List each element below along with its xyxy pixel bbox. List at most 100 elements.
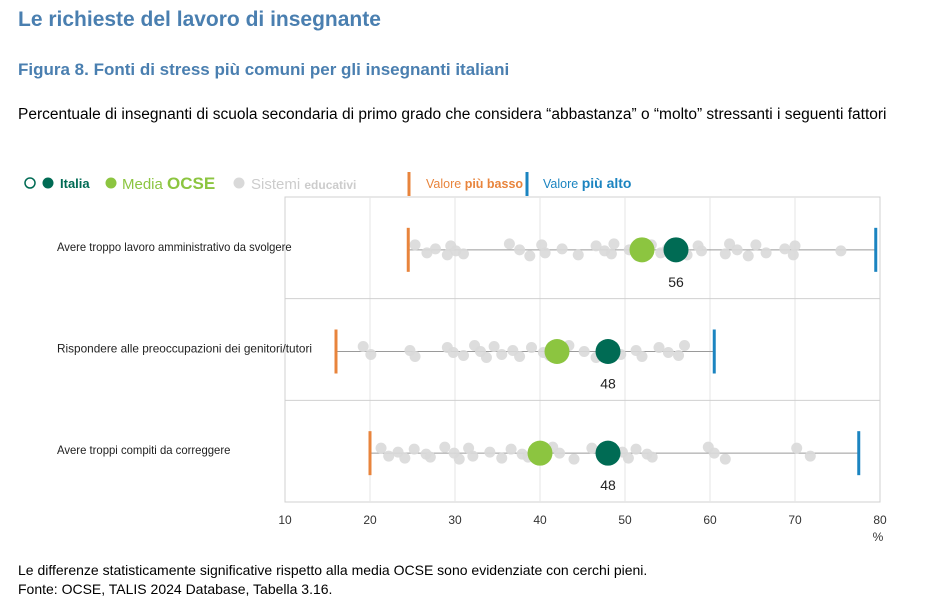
system-point — [708, 447, 720, 459]
legend-sistemi-bold: educativi — [304, 178, 356, 192]
oecd-average-point — [544, 339, 570, 364]
x-tick-label: 30 — [448, 513, 462, 527]
italy-point — [595, 339, 621, 364]
system-point — [719, 453, 731, 465]
svg-text:Media OCSE: Media OCSE — [122, 174, 215, 193]
x-tick-label: 80 — [873, 513, 887, 527]
system-point — [724, 238, 736, 250]
system-point — [742, 250, 754, 262]
oecd-average-point — [629, 237, 655, 263]
svg-text:Valore più alto: Valore più alto — [543, 175, 631, 191]
system-point — [608, 238, 620, 250]
system-point — [409, 239, 421, 251]
system-point — [539, 247, 551, 259]
row-label: Avere troppi compiti da correggere — [57, 443, 231, 457]
oecd-average-point — [527, 440, 553, 466]
svg-text:Sistemi educativi: Sistemi educativi — [251, 176, 356, 193]
system-point — [458, 350, 469, 361]
system-point — [467, 450, 479, 462]
source-note: Fonte: OCSE, TALIS 2024 Database, Tabell… — [18, 581, 333, 597]
row-label: Rispondere alle preoccupazioni dei genit… — [57, 342, 312, 356]
significance-note: Le differenze statisticamente significat… — [18, 562, 648, 578]
system-point — [554, 447, 566, 459]
system-point — [505, 443, 517, 455]
system-point — [409, 351, 421, 362]
legend-lowest-label: Valore — [426, 177, 461, 191]
system-point — [365, 349, 377, 360]
legend-sistemi-label: Sistemi — [251, 176, 300, 193]
system-point — [408, 443, 420, 455]
system-point — [646, 451, 658, 463]
system-point — [789, 240, 801, 252]
system-point — [357, 341, 369, 352]
system-point — [622, 452, 634, 464]
figure-title: Figura 8. Fonti di stress più comuni per… — [18, 60, 510, 79]
system-point — [496, 452, 508, 464]
system-point — [439, 441, 451, 453]
system-point — [458, 248, 469, 260]
system-point — [779, 243, 791, 255]
system-point — [791, 442, 803, 454]
system-point — [835, 245, 847, 257]
legend-media-label: Media — [122, 176, 164, 193]
system-point — [484, 446, 496, 458]
system-point — [578, 346, 590, 357]
system-point — [526, 342, 537, 353]
system-point — [630, 443, 642, 455]
x-tick-label: 10 — [278, 513, 292, 527]
section-title: Le richieste del lavoro di insegnante — [18, 8, 381, 31]
x-tick-label: 40 — [533, 513, 547, 527]
x-unit-label: % — [873, 530, 884, 544]
system-point — [750, 239, 762, 251]
italy-value-label: 56 — [668, 274, 684, 290]
system-point — [586, 442, 598, 454]
legend-italia-label: Italia — [60, 176, 90, 191]
system-point — [673, 350, 685, 361]
system-point — [503, 238, 515, 250]
legend-highest-bold: più alto — [582, 175, 632, 191]
legend-sistemi-marker — [233, 177, 245, 189]
italy-point — [663, 237, 689, 263]
system-point — [804, 450, 816, 462]
legend-lowest-bold: più basso — [465, 177, 524, 191]
system-point — [421, 247, 433, 259]
italy-value-label: 48 — [600, 376, 616, 392]
svg-text:Valore più basso: Valore più basso — [426, 177, 523, 191]
system-point — [488, 341, 500, 352]
system-point — [636, 351, 648, 362]
system-point — [524, 250, 536, 262]
system-point — [760, 247, 772, 259]
system-point — [572, 249, 584, 261]
plot-border — [284, 196, 881, 503]
system-point — [480, 352, 492, 363]
system-point — [383, 450, 395, 462]
legend-italia-marker — [42, 177, 54, 189]
legend-media-bold: OCSE — [167, 174, 215, 193]
system-point — [514, 351, 526, 362]
system-point — [590, 240, 602, 252]
legend-media-marker — [105, 177, 117, 189]
system-point — [662, 347, 674, 358]
x-tick-label: 70 — [788, 513, 802, 527]
x-tick-label: 60 — [703, 513, 717, 527]
system-point — [453, 453, 465, 465]
system-point — [568, 453, 580, 465]
x-tick-label: 20 — [363, 513, 377, 527]
system-point — [441, 249, 453, 261]
system-point — [375, 442, 387, 454]
chart-subtitle: Percentuale di insegnanti di scuola seco… — [18, 106, 887, 123]
system-point — [514, 244, 526, 256]
system-point — [429, 243, 441, 255]
italy-value-label: 48 — [600, 477, 616, 493]
system-point — [787, 249, 799, 261]
legend: Italia Media OCSE Sistemi educativi Valo… — [24, 172, 631, 196]
system-point — [605, 248, 617, 260]
system-point — [679, 340, 690, 351]
system-point — [399, 452, 411, 464]
plot-area: 10 20 30 40 50 60 70 80% Avere troppo lavoro amm… — [57, 196, 887, 544]
legend-italia-hollow-marker — [24, 177, 36, 189]
system-point — [719, 248, 731, 260]
system-point — [556, 243, 568, 255]
system-point — [496, 349, 508, 360]
